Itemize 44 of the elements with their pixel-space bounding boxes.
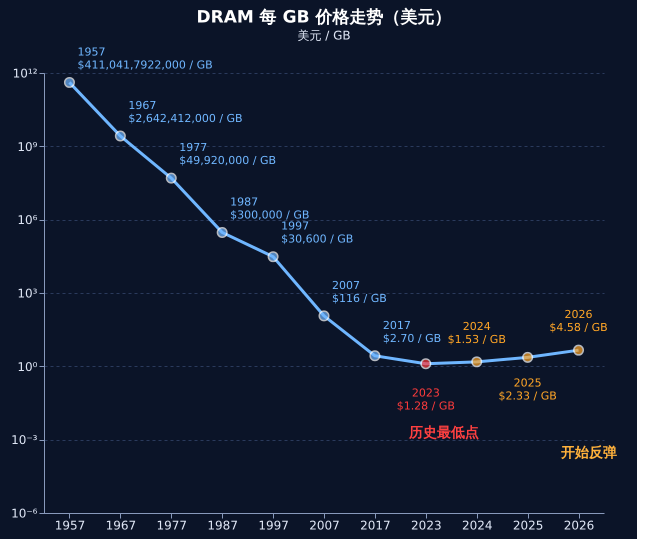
- x-tick-label: 2017: [360, 518, 391, 532]
- x-tick-label: 1987: [207, 518, 238, 532]
- category-label: 2026: [564, 308, 593, 322]
- x-tick-label: 1967: [106, 518, 136, 532]
- y-tick-label: 10⁻³: [11, 433, 38, 448]
- category-label: 1967: [128, 99, 156, 112]
- data-label: $1.28 / GB: [396, 400, 455, 413]
- data-label: $2.33 / GB: [498, 389, 557, 402]
- data-label: $1.53 / GB: [448, 332, 506, 346]
- x-tick-label: 1977: [156, 518, 188, 532]
- x-tick-label: 1957: [54, 518, 86, 532]
- chart-title: DRAM 每 GB 价格走势（美元）: [196, 7, 452, 28]
- data-label: $300,000 / GB: [230, 208, 310, 222]
- category-label: 1997: [281, 220, 310, 233]
- x-tick-label: 2024: [462, 518, 492, 532]
- data-label: $30,600 / GB: [281, 232, 354, 246]
- x-tick-label: 2025: [512, 518, 544, 532]
- data-label: $116 / GB: [332, 292, 387, 305]
- category-label: 2017: [382, 318, 411, 332]
- y-tick-label: 10⁰: [17, 360, 38, 374]
- y-tick-label: 10³: [17, 286, 38, 300]
- data-label: $2.70 / GB: [382, 332, 442, 345]
- category-label: 2025: [514, 376, 542, 390]
- data-label: $2,642,412,000 / GB: [128, 112, 243, 126]
- category-label: 2024: [462, 320, 491, 333]
- annotation: 历史最低点: [408, 425, 479, 441]
- y-tick-label: 10⁶: [17, 213, 38, 228]
- y-axis-title: 美元 / GB: [297, 28, 351, 42]
- category-label: 1957: [77, 45, 106, 58]
- annotation: 开始反弹: [560, 444, 617, 461]
- y-tick-label: 10⁹: [17, 140, 38, 154]
- category-label: 1987: [230, 195, 258, 208]
- x-tick-label: 2007: [309, 518, 340, 532]
- x-tick-label: 2023: [411, 518, 442, 532]
- category-label: 2023: [412, 386, 440, 400]
- y-tick-label: 10¹²: [12, 66, 38, 80]
- y-tick-label: 10⁻⁶: [11, 506, 38, 520]
- category-label: 1977: [179, 141, 208, 154]
- x-tick-label: 2026: [564, 518, 594, 532]
- data-label: $49,920,000 / GB: [179, 154, 276, 168]
- category-label: 2007: [332, 278, 360, 292]
- x-tick-label: 1997: [258, 518, 289, 532]
- data-label: $4.58 / GB: [549, 321, 608, 334]
- data-label: $411,041,7922,000 / GB: [77, 58, 213, 72]
